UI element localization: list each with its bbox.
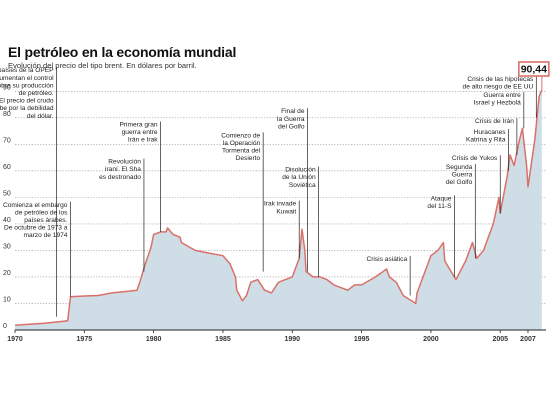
annotation-text: la Operación [223,140,261,147]
annotation-text: del Golfo [278,123,305,130]
axes: 1970 1975 1980 1985 1990 1995 2000 2005 2007 [7,329,546,343]
y-tick-label: 50 [3,190,11,197]
chart-subtitle: Evolución del precio del tipo brent. En … [8,61,197,70]
x-tick-label: 1975 [77,336,93,343]
price-line [14,89,543,326]
annotation-text: iraní. El Sha [105,166,141,173]
x-tick-label: 1970 [7,336,23,343]
y-tick-label: 70 [3,137,11,144]
last-value-marker: 90,44 [518,61,550,91]
annotation-text: Irán e Irak [128,137,158,144]
x-tick-label: 1980 [146,336,162,343]
annotation-text: Israel y Hezbolá [474,100,522,107]
last-value-label: 90,44 [521,64,547,76]
y-tick-label: 80 [3,111,11,118]
x-tick-label: 1985 [215,336,231,343]
y-tick-label: 30 [3,243,11,250]
x-tick-label: 2007 [520,336,536,343]
annotation-text: Revolución [108,159,141,166]
annotation-text: De octubre de 1973 a [4,225,68,232]
x-tick-label: 2000 [423,336,439,343]
price-area [15,90,542,330]
annotation-text: de la Unión [282,174,316,181]
annotation-text: Comienza el embargo [3,202,68,209]
y-tick-label: 40 [3,217,11,224]
annotation-text: de petróleo de los [15,209,68,216]
y-tick-label: 20 [3,270,11,277]
annotation-text: del Golfo [446,179,473,186]
annotation-text: Irak invade [264,201,297,208]
annotation-8: Crisis asiática [366,256,411,296]
annotation-11: Crisis de Yukos [452,155,501,214]
annotation-text: de alto riesgo de EE UU [463,84,534,91]
chart-title: El petróleo en la economía mundial [8,44,237,60]
annotation-text: Huracanes [474,129,507,136]
annotation-text: Guerra entre [483,92,521,99]
annotation-text: Comienzo de [221,132,260,139]
annotation-text: Desierto [236,155,261,162]
y-tick-label: 90 [3,84,11,91]
annotation-text: Segunda [446,164,473,171]
last-value-box [518,61,550,77]
y-tick-label: 0 [3,323,7,330]
annotation-text: sube por la debilidad [0,105,54,112]
annotation-text: Soviética [289,182,316,189]
annotation-text: marzo de 1974 [23,232,67,239]
annotation-text: es destronado [99,174,141,181]
annotation-text: sobre su producción [0,82,54,89]
annotation-text: del dólar. [27,113,54,120]
y-tick-label: 10 [3,296,11,303]
annotation-text: El precio del crudo [0,98,54,105]
annotation-text: Crisis asiática [366,256,407,263]
annotation-text: Primera gran [119,121,157,128]
annotation-text: Disolución [285,167,316,174]
annotation-text: aumentan el control [0,75,54,82]
annotation-text: Katrina y Rita [466,137,506,144]
annotation-text: Ataque [431,195,452,202]
annotation-text: Crisis de las hipotecas [467,76,534,83]
x-tick-label: 2005 [492,336,508,343]
annotation-text: del 11-S [427,203,452,210]
annotation-text: Tormenta del [222,148,261,155]
annotation-text: guerra entre [122,129,158,136]
annotation-text: Crisis de Yukos [452,155,498,162]
annotation-text: Los países de la OPEP [0,67,54,74]
annotation-text: Crisis de Irán [475,118,514,125]
annotation-text: de petróleo. [19,90,54,97]
annotation-13: Crisis de Irán [475,118,518,155]
x-tick-label: 1995 [354,336,370,343]
annotation-text: Guerra [452,172,473,179]
annotation-text: Kuwait [276,208,296,215]
y-tick-label: 60 [3,164,11,171]
annotation-text: la Guerra [277,116,305,123]
annotation-text: Final de [281,108,305,115]
x-tick-label: 1990 [284,336,300,343]
annotation-text: países árabes. [24,217,67,224]
